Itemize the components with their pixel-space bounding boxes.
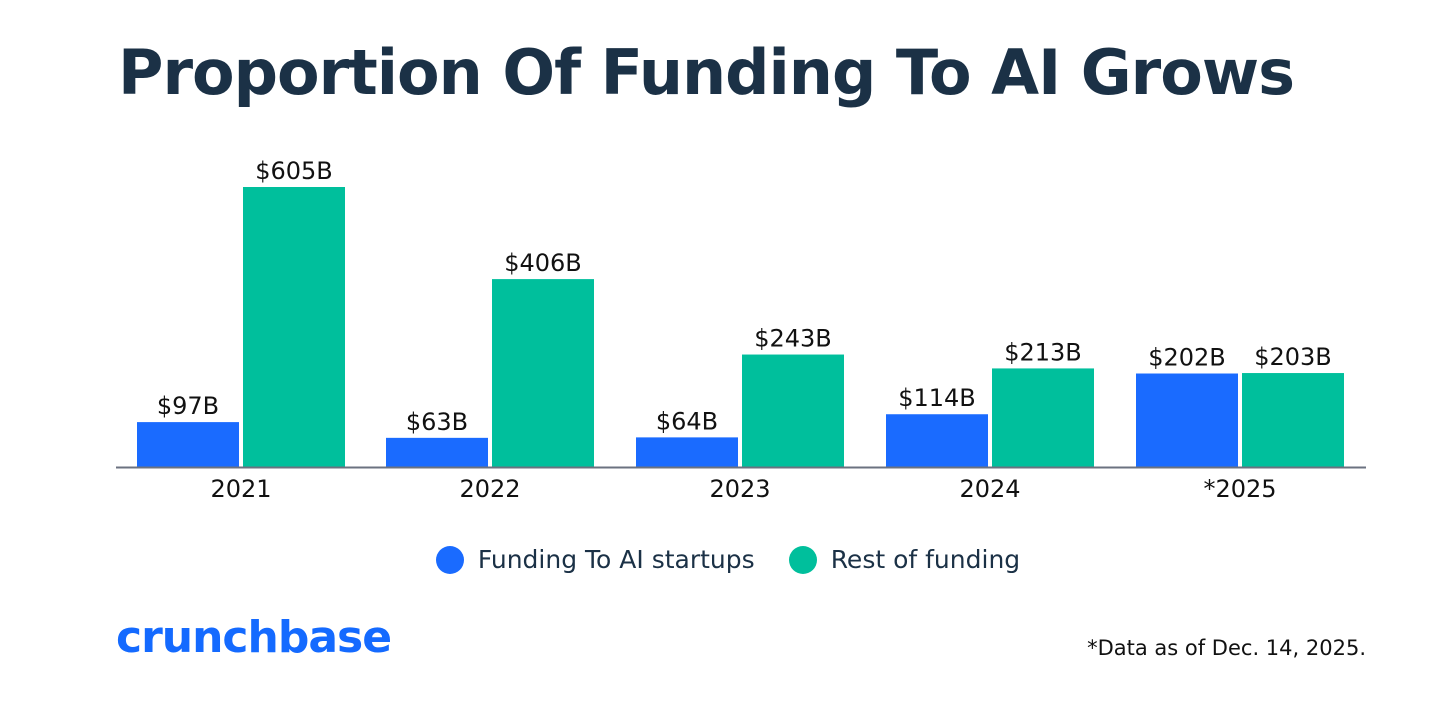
legend-item-rest: Rest of funding	[788, 545, 1021, 574]
x-tick-label-2025: *2025	[1203, 475, 1276, 503]
bar-ai-2023	[636, 437, 738, 467]
data-label-ai-2021: $97B	[157, 392, 219, 420]
crunchbase-logo: crunchbase	[116, 612, 392, 663]
data-label-ai-2025: $202B	[1148, 344, 1226, 372]
legend-label-rest: Rest of funding	[830, 545, 1021, 574]
data-label-rest-2022: $406B	[504, 249, 582, 277]
bar-rest-2024	[992, 368, 1094, 467]
bar-chart: $97B $605B 2021 $63B $406B 2022 $64B $243B 2023 $…	[116, 157, 1366, 503]
data-label-rest-2025: $203B	[1254, 343, 1332, 371]
data-label-rest-2023: $243B	[754, 325, 832, 353]
bar-rest-2025	[1242, 373, 1344, 467]
x-tick-label-2022: 2022	[459, 475, 520, 503]
legend-swatch-ai	[435, 545, 464, 574]
legend-label-ai: Funding To AI startups	[477, 545, 755, 574]
chart-title: Proportion Of Funding To AI Grows	[118, 36, 1295, 109]
bar-ai-2025	[1136, 373, 1238, 467]
bar-ai-2024	[886, 414, 988, 467]
data-label-ai-2024: $114B	[898, 384, 976, 412]
bar-ai-2021	[137, 422, 239, 467]
x-tick-label-2024: 2024	[959, 475, 1020, 503]
data-label-ai-2023: $64B	[656, 407, 718, 435]
data-label-rest-2021: $605B	[255, 157, 333, 185]
x-tick-label-2021: 2021	[210, 475, 271, 503]
legend-item-ai: Funding To AI startups	[435, 545, 755, 574]
bar-ai-2022	[386, 437, 488, 467]
x-tick-label-2023: 2023	[709, 475, 770, 503]
legend: Funding To AI startups Rest of funding	[0, 545, 1456, 574]
data-label-ai-2022: $63B	[406, 408, 468, 436]
legend-swatch-rest	[788, 545, 817, 574]
bar-rest-2022	[492, 279, 594, 467]
bar-rest-2023	[742, 354, 844, 467]
data-footnote: *Data as of Dec. 14, 2025.	[1087, 636, 1366, 660]
data-label-rest-2024: $213B	[1004, 338, 1082, 366]
bar-rest-2021	[243, 187, 345, 467]
